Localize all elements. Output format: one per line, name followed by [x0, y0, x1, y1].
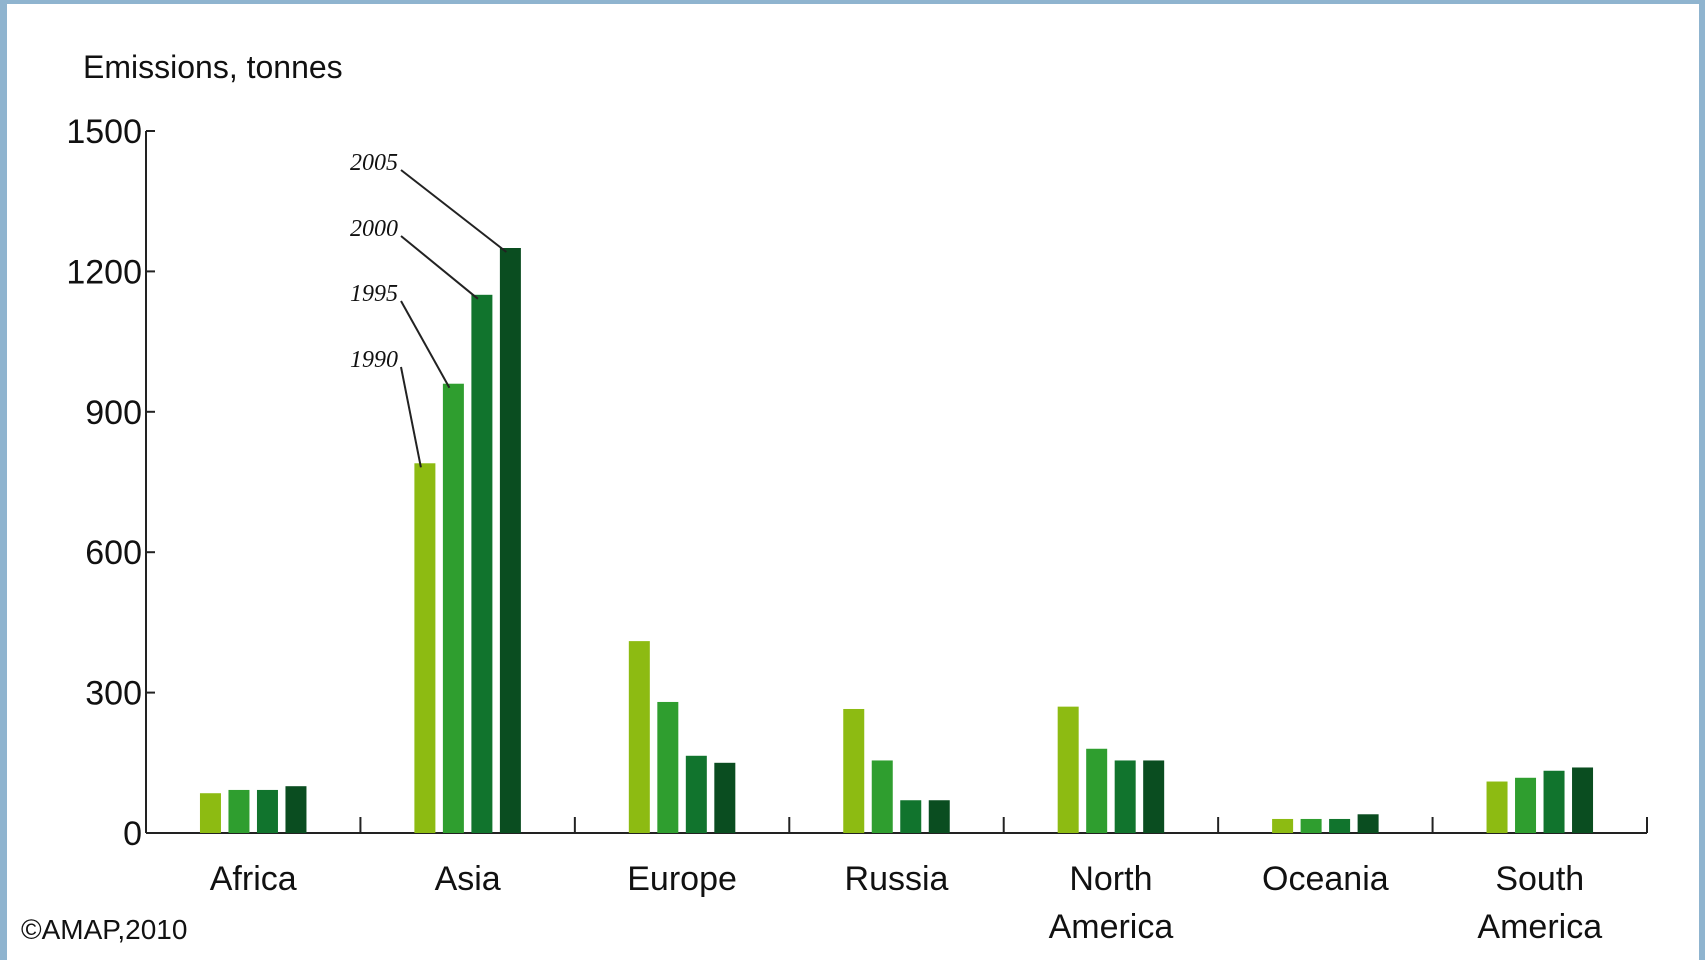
bar-africa-1995 [228, 789, 250, 833]
bar-oceania-1990 [1272, 818, 1294, 833]
x-tick-label: North [1069, 860, 1152, 898]
bar-south-america-1995 [1515, 777, 1537, 833]
annotation-label-2000: 2000 [350, 216, 398, 242]
bar-asia-2005 [499, 248, 521, 833]
bar-asia-1995 [442, 383, 464, 833]
bar-europe-2005 [714, 762, 736, 833]
annotation-leader-1995 [400, 300, 451, 389]
bar-north-america-2005 [1143, 760, 1165, 833]
bar-africa-2000 [256, 789, 278, 833]
x-tick-label: Asia [435, 860, 501, 898]
bar-north-america-2000 [1114, 760, 1136, 833]
y-tick-label: 1500 [66, 113, 142, 151]
bar-asia-1990 [414, 463, 436, 833]
annotation-leader-1990 [400, 366, 422, 468]
bar-europe-2000 [685, 755, 707, 833]
bar-oceania-2000 [1329, 818, 1351, 833]
bar-russia-2005 [928, 800, 950, 833]
bar-russia-2000 [900, 800, 922, 833]
annotation-label-1995: 1995 [350, 281, 398, 307]
bar-south-america-2005 [1572, 767, 1594, 833]
bar-south-america-2000 [1543, 770, 1565, 833]
y-tick-label: 1200 [66, 253, 142, 291]
x-tick-label: America [1049, 908, 1174, 946]
bar-africa-1990 [199, 793, 221, 833]
year-annotations: 2005 2000 1995 1990 [350, 150, 508, 468]
axes: 0 300 600 900 1200 1500 [66, 113, 1648, 853]
annotation-leader-2000 [400, 235, 479, 300]
category-labels: Africa Asia Europe Russia North America Oceani… [210, 860, 1602, 946]
x-tick-label: America [1477, 908, 1602, 946]
bars [199, 248, 1594, 833]
annotation-label-2005: 2005 [350, 150, 398, 176]
bar-oceania-1995 [1300, 818, 1322, 833]
x-tick-label: Europe [627, 860, 737, 898]
y-tick-label: 600 [85, 534, 142, 572]
x-tick-label: Oceania [1262, 860, 1389, 898]
bar-europe-1990 [628, 641, 650, 833]
bar-africa-2005 [285, 786, 307, 833]
annotation-leader-2005 [400, 169, 508, 253]
chart-frame: Emissions, tonnes 0 300 600 900 1200 1500 200… [7, 4, 1699, 960]
bar-europe-1995 [657, 701, 679, 833]
annotation-label-1990: 1990 [350, 347, 398, 373]
x-tick-label: Africa [210, 860, 297, 898]
bar-oceania-2005 [1357, 814, 1379, 833]
bar-north-america-1990 [1057, 706, 1079, 833]
bar-russia-1990 [843, 708, 865, 833]
bar-north-america-1995 [1086, 748, 1108, 833]
y-tick-label: 0 [123, 815, 142, 853]
bar-russia-1995 [871, 760, 893, 833]
y-tick-label: 900 [85, 394, 142, 432]
x-tick-label: Russia [845, 860, 949, 898]
x-tick-label: South [1495, 860, 1584, 898]
y-tick-label: 300 [85, 675, 142, 713]
credit-text: ©AMAP,2010 [21, 914, 187, 945]
bar-chart: Emissions, tonnes 0 300 600 900 1200 1500 200… [21, 49, 1648, 946]
bar-asia-2000 [471, 294, 493, 833]
bar-south-america-1990 [1486, 781, 1508, 833]
y-axis-label: Emissions, tonnes [83, 49, 343, 85]
